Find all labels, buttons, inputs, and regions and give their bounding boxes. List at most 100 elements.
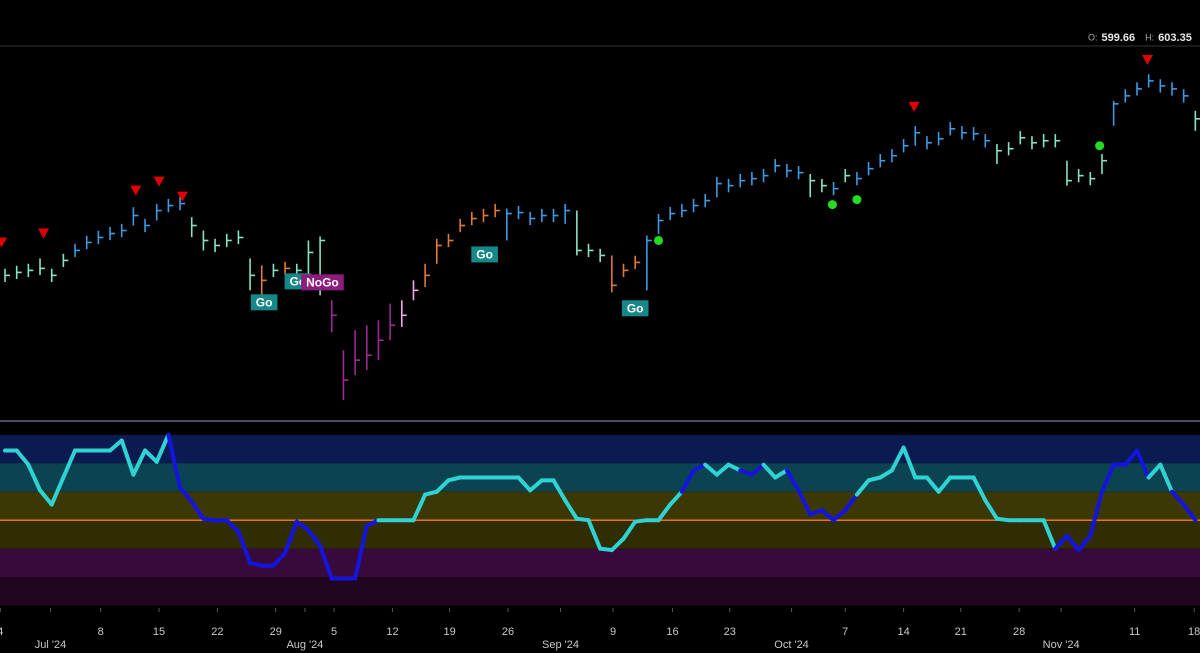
oscillator-segment [353,523,369,581]
header-value: 599.66 [1102,32,1136,44]
oscillator-segment [924,475,941,494]
oscillator-segment [1099,462,1116,494]
header: O:599.66H:603.35L: [1088,32,1192,44]
oscillator-segment [761,462,778,480]
oscillator-segment [749,462,766,477]
annotation-box [471,246,498,263]
x-tick-label: 28 [1013,626,1025,638]
x-tick-label: Aug '24 [286,639,323,651]
oscillator-segment [108,438,124,453]
oscillator-band [0,434,1200,464]
oscillator-segment [119,438,136,477]
x-tick-label: 21 [955,626,967,638]
annotation: Go [471,246,498,263]
x-tick-label: 14 [897,626,909,638]
sell-signal [130,185,142,196]
oscillator-segment [1041,518,1058,551]
oscillator-segment [889,445,906,473]
oscillator-segment [306,528,323,548]
buy-signal [654,235,664,245]
oscillator-segment [738,468,754,477]
oscillator-segment [61,448,78,480]
oscillator-segment [703,462,719,477]
oscillator-segment [586,518,603,551]
oscillator-segment [283,519,299,555]
buy-signal [1095,141,1105,151]
oscillator-segment [668,489,684,507]
oscillator-segment [1169,489,1186,507]
oscillator-segment [679,468,696,494]
oscillator-segment [423,489,439,497]
oscillator-segment [411,492,428,523]
buy-signal [827,200,837,210]
oscillator-segment [1158,462,1174,494]
annotation-box [250,294,278,311]
oscillator-segment [656,502,673,523]
header-label: H: [1145,32,1154,42]
oscillator-segment [819,508,836,523]
x-tick-label: Nov '24 [1043,639,1080,651]
oscillator-segment [26,462,43,493]
sell-signal [1141,54,1153,65]
annotation-text: Go [256,295,273,309]
x-tick-label: Jul '24 [35,639,66,651]
oscillator-segment [38,488,54,507]
oscillator-segment [784,468,801,493]
oscillator-segment [14,448,31,467]
annotation: NoGo [301,274,344,291]
annotation: Go [621,300,649,317]
oscillator-segment [936,475,953,494]
oscillator-segment [691,462,708,473]
oscillator-segment [143,448,159,464]
oscillator-segment [866,475,883,483]
oscillator-segment [49,475,66,507]
oscillator-segment [983,498,999,521]
oscillator-segment [773,468,789,480]
oscillator-segment [714,462,731,477]
x-tick-label: 26 [502,626,514,638]
x-tick-label: Sep '24 [542,639,579,651]
oscillator-segment [131,448,148,477]
sell-signal [153,176,165,187]
oscillator-band [0,463,1200,492]
oscillator-segment [248,560,264,568]
x-tick-label: 22 [211,626,223,638]
oscillator-segment [166,432,183,490]
oscillator-segment [726,462,743,473]
oscillator-segment [621,519,638,541]
oscillator-segment [178,485,194,504]
oscillator-segment [1076,533,1093,553]
oscillator-segment [551,478,568,503]
oscillator-segment [446,475,463,483]
oscillator-band [0,577,1200,606]
x-tick-label: 8 [98,626,104,638]
oscillator-segment [563,498,579,521]
oscillator-segment [854,478,871,497]
oscillator-segment [1053,533,1069,551]
oscillator-segment [1134,448,1151,480]
oscillator-segment [271,550,288,568]
x-tick-label: 7 [842,626,848,638]
annotation-text: NoGo [306,276,339,290]
sell-signal [908,101,920,112]
oscillator-segment [434,478,451,494]
buy-signal [852,195,862,205]
oscillator-segment [1064,533,1081,553]
x-tick-label: 29 [270,626,282,638]
oscillator-segment [1146,462,1163,480]
oscillator-segment [609,536,626,553]
oscillator-segment [189,499,206,521]
oscillator-segment [1088,489,1104,538]
x-tick-label: 19 [444,626,456,638]
oscillator-segment [878,468,894,480]
header-value: 603.35 [1158,32,1192,44]
oscillator-band [0,548,1200,578]
annotation: Go [250,294,278,311]
annotation-text: Go [476,248,493,262]
oscillator-band [0,491,1200,521]
oscillator-segment [516,475,533,493]
oscillator-segment [971,475,988,503]
header-label: O: [1088,32,1098,42]
